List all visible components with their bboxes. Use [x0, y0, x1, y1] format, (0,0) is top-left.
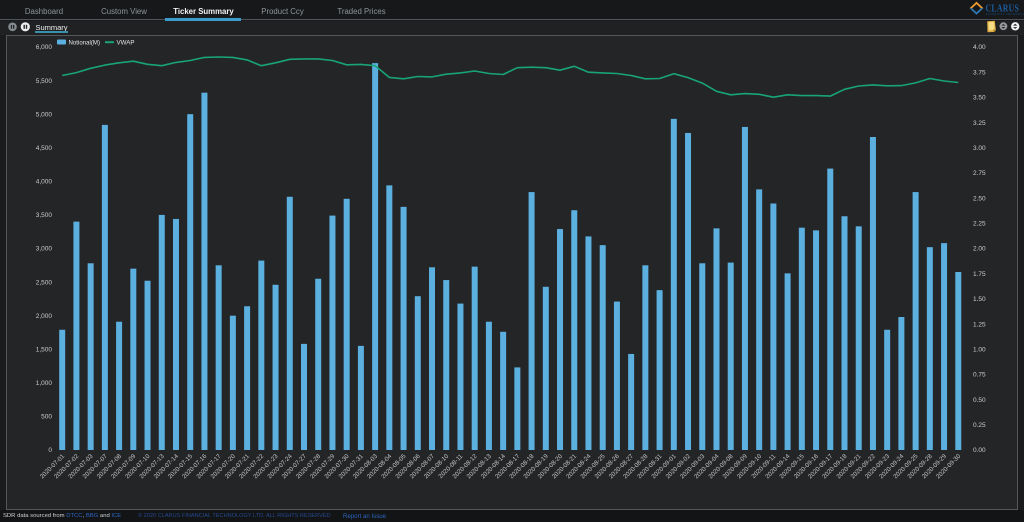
svg-text:5,500: 5,500 — [36, 78, 53, 85]
svg-text:6,000: 6,000 — [36, 44, 53, 51]
svg-text:1.00: 1.00 — [973, 346, 986, 353]
svg-text:4,500: 4,500 — [36, 145, 53, 152]
svg-text:VWAP: VWAP — [117, 40, 135, 47]
svg-text:FINANCIAL TECHNOLOGY: FINANCIAL TECHNOLOGY — [986, 12, 1024, 16]
svg-text:1,500: 1,500 — [36, 346, 53, 353]
svg-text:3.25: 3.25 — [973, 120, 986, 127]
svg-text:2.25: 2.25 — [973, 221, 986, 228]
svg-text:2.00: 2.00 — [973, 246, 986, 253]
svg-text:1.25: 1.25 — [973, 321, 986, 328]
svg-text:CLARUS: CLARUS — [986, 3, 1020, 14]
svg-text:2.50: 2.50 — [973, 195, 986, 202]
svg-text:0.50: 0.50 — [973, 397, 986, 404]
svg-text:1,000: 1,000 — [36, 380, 53, 387]
svg-text:4.00: 4.00 — [973, 44, 986, 51]
svg-text:3,500: 3,500 — [36, 212, 53, 219]
svg-text:4,000: 4,000 — [36, 179, 53, 186]
svg-text:3.75: 3.75 — [973, 69, 986, 76]
svg-text:5,000: 5,000 — [36, 111, 53, 118]
svg-text:0: 0 — [48, 447, 52, 454]
svg-text:3,000: 3,000 — [36, 246, 53, 253]
svg-text:3.00: 3.00 — [973, 145, 986, 152]
svg-text:0.25: 0.25 — [973, 422, 986, 429]
svg-text:500: 500 — [41, 414, 52, 421]
svg-text:Notional(M): Notional(M) — [69, 40, 101, 47]
svg-text:1.50: 1.50 — [973, 296, 986, 303]
svg-text:0.75: 0.75 — [973, 372, 986, 379]
svg-text:2.75: 2.75 — [973, 170, 986, 177]
svg-text:2,500: 2,500 — [36, 279, 53, 286]
svg-text:3.50: 3.50 — [973, 95, 986, 102]
svg-text:1.75: 1.75 — [973, 271, 986, 278]
svg-text:2,000: 2,000 — [36, 313, 53, 320]
svg-text:0.00: 0.00 — [973, 447, 986, 454]
